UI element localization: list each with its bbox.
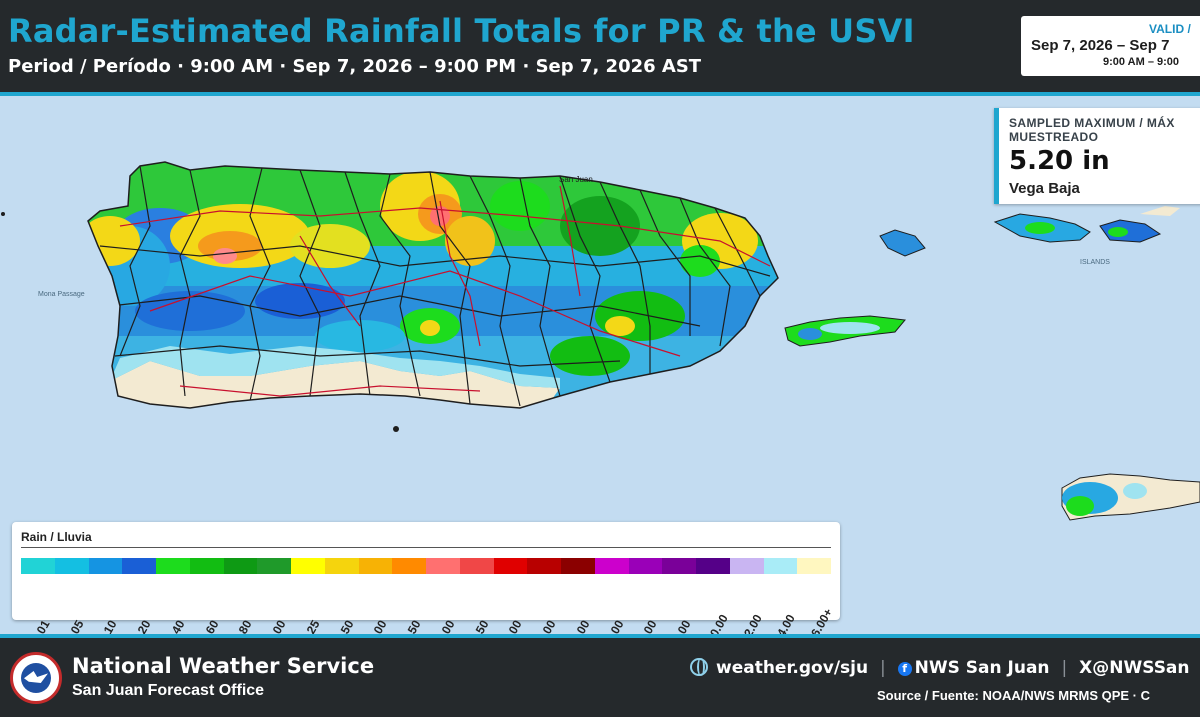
- legend-swatch: [797, 558, 831, 574]
- data-source: Source / Fuente: NOAA/NWS MRMS QPE · C: [877, 688, 1151, 703]
- header-divider: [0, 92, 1200, 96]
- legend-divider: [21, 547, 831, 548]
- legend-swatch: [628, 558, 663, 574]
- valid-time: 9:00 AM – 9:00: [1103, 56, 1180, 68]
- legend-swatch: [358, 558, 393, 574]
- separator: |: [1061, 658, 1068, 678]
- legend-swatch: [561, 558, 595, 574]
- legend-swatch: [88, 558, 123, 574]
- separator: |: [880, 658, 886, 678]
- place-label-mona-passage: Mona Passage: [38, 291, 85, 298]
- legend-swatch: [662, 558, 696, 574]
- legend-swatch: [156, 558, 190, 574]
- legend-swatch: [594, 558, 629, 574]
- rain-legend: Rain / Lluvia 0.01 0.05 0.10 0.20 0.40 0.60 0.…: [12, 522, 840, 634]
- legend-swatch: [392, 558, 426, 574]
- place-label-islands: ISLANDS: [1080, 259, 1110, 266]
- legend-title: Rain / Lluvia: [21, 530, 92, 544]
- legend-swatches: [21, 558, 831, 574]
- legend-ticks: 0.01 0.05 0.10 0.20 0.40 0.60 0.80 1.00 1.25 1.50…: [21, 577, 836, 634]
- vieques-island: [784, 315, 906, 347]
- sampled-maximum-label: SAMPLED MAXIMUM / MÁX MUESTREADO: [1009, 116, 1175, 144]
- municipality-boundaries: [99, 165, 771, 407]
- office-name: San Juan Forecast Office: [72, 682, 265, 699]
- page-title: Radar-Estimated Rainfall Totals for PR &…: [8, 12, 915, 50]
- x-link[interactable]: X@NWSSan: [1079, 658, 1190, 678]
- org-name: National Weather Service: [72, 654, 375, 678]
- globe-icon: [690, 658, 708, 676]
- valid-label: VALID /: [1149, 22, 1191, 36]
- legend-swatch: [527, 558, 561, 574]
- legend-swatch: [426, 558, 460, 574]
- facebook-icon: f: [897, 662, 912, 676]
- facebook-link[interactable]: NWS San Juan: [914, 658, 1050, 678]
- road-network: [119, 185, 771, 397]
- legend-swatch: [21, 558, 55, 574]
- legend-swatch: [696, 558, 730, 574]
- puerto-rico-island: [87, 161, 779, 409]
- footer-divider: [0, 634, 1200, 638]
- sampled-maximum-panel: SAMPLED MAXIMUM / MÁX MUESTREADO 5.20 in…: [994, 108, 1200, 204]
- footer-bar: National Weather Service San Juan Foreca…: [0, 638, 1200, 717]
- valid-date: Sep 7, 2026 – Sep 7: [1031, 37, 1170, 54]
- place-label-san-juan: San Juan: [559, 175, 593, 184]
- period-subtitle: Period / Período · 9:00 AM · Sep 7, 2026…: [8, 56, 702, 77]
- sampled-maximum-value: 5.20 in: [1009, 146, 1110, 176]
- website-link[interactable]: weather.gov/sju: [716, 658, 869, 678]
- legend-swatch: [493, 558, 528, 574]
- sampled-maximum-location: Vega Baja: [1009, 180, 1080, 197]
- culebra-island: [879, 229, 926, 257]
- legend-swatch: [223, 558, 258, 574]
- legend-swatch: [291, 558, 325, 574]
- legend-swatch: [324, 558, 359, 574]
- legend-swatch: [729, 558, 764, 574]
- legend-swatch: [763, 558, 798, 574]
- st-thomas-st-john-islands: [993, 206, 1180, 243]
- rainfall-map[interactable]: San Juan Mona Passage ISLANDS SAMPLED MA…: [0, 96, 1200, 634]
- nws-logo: [10, 652, 62, 704]
- legend-swatch: [189, 558, 224, 574]
- valid-box: VALID / Sep 7, 2026 – Sep 7 9:00 AM – 9:…: [1021, 16, 1200, 76]
- legend-swatch: [257, 558, 291, 574]
- header-bar: Radar-Estimated Rainfall Totals for PR &…: [0, 0, 1200, 92]
- st-croix-island: [1061, 473, 1200, 521]
- map-canvas: San Juan Mona Passage ISLANDS: [1, 161, 1200, 521]
- footer-links: weather.gov/sju | f NWS San Juan | X@NWSS…: [690, 658, 1190, 678]
- legend-swatch: [122, 558, 156, 574]
- legend-swatch: [459, 558, 494, 574]
- small-cays: [1, 212, 399, 432]
- legend-swatch: [54, 558, 89, 574]
